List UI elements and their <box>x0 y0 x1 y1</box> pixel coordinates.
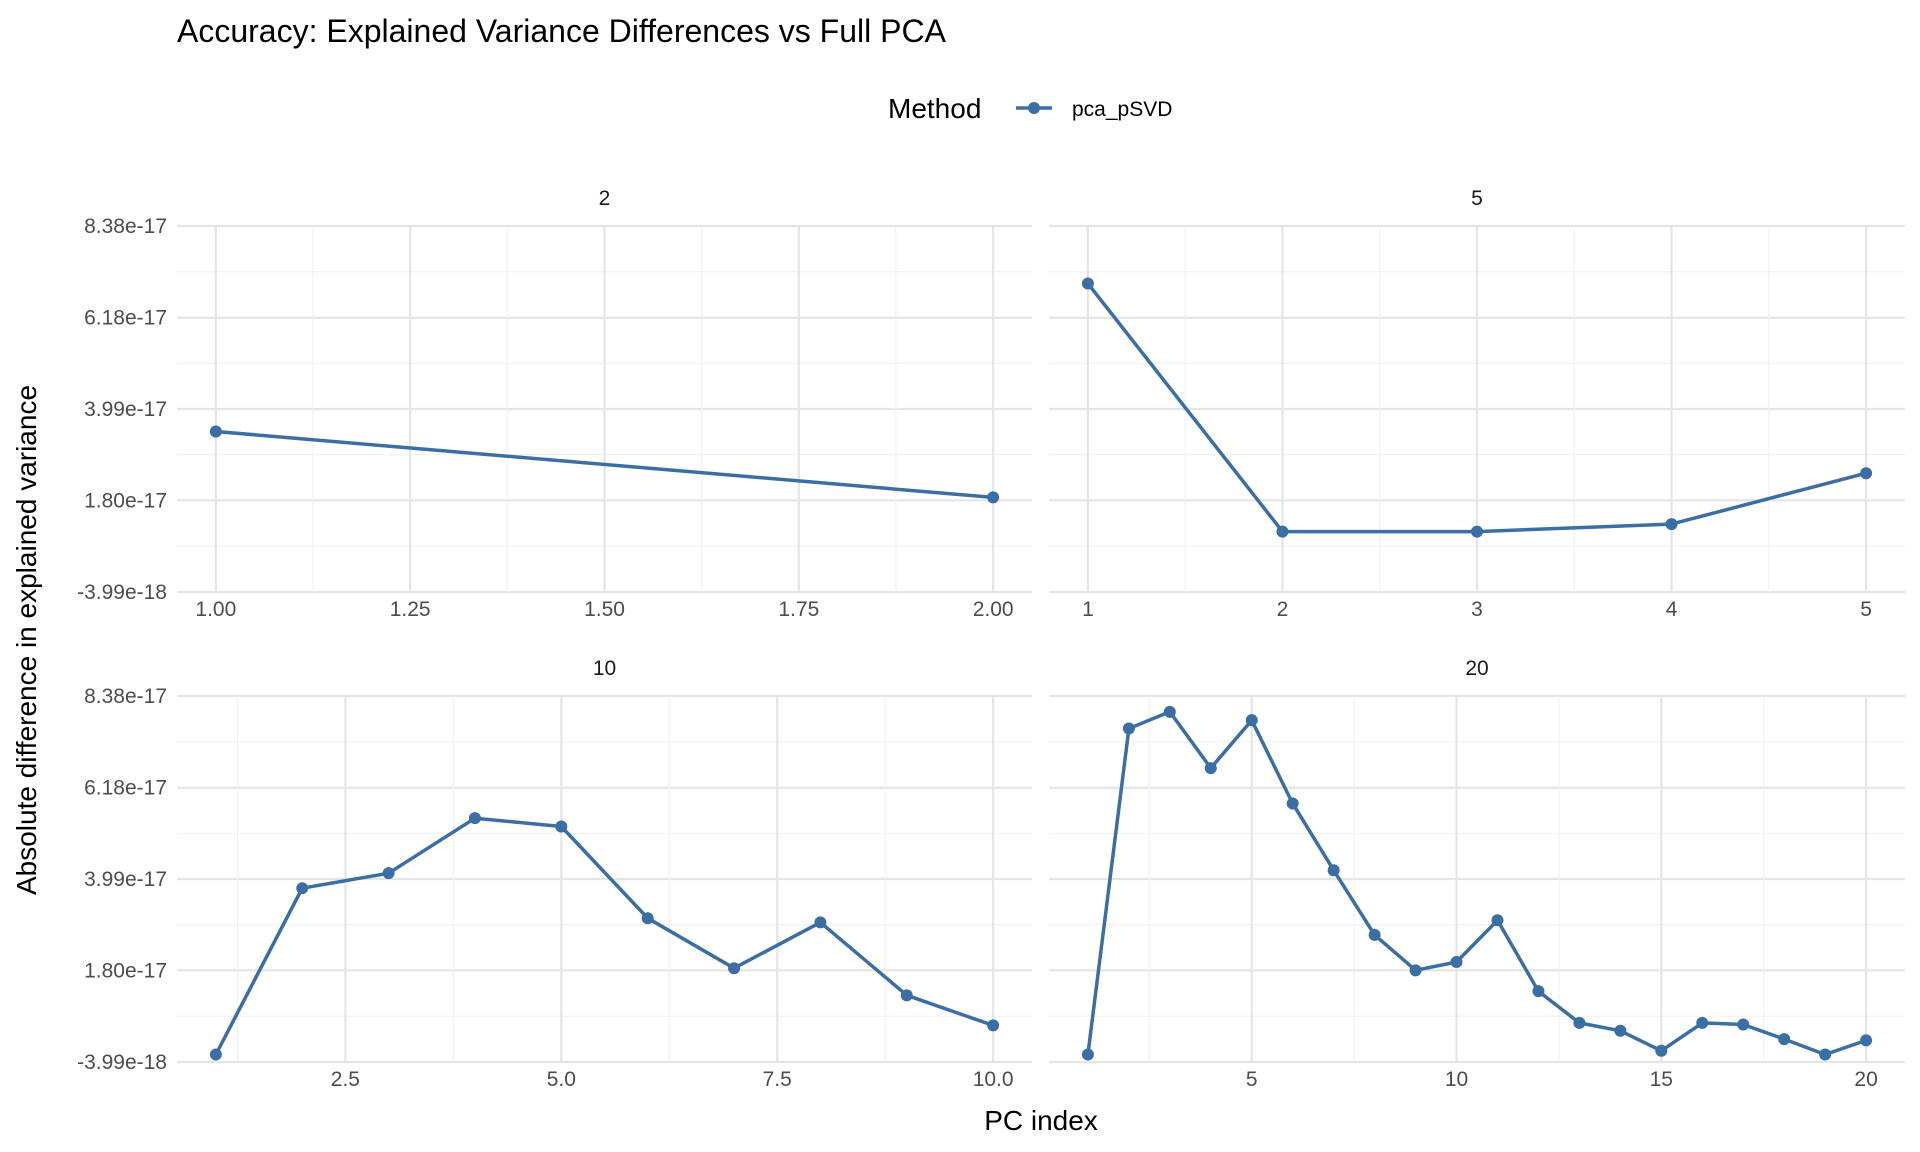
x-tick-label: 2.5 <box>331 1068 360 1091</box>
facet-panel-10: 10 8.38e-17 6.18e-17 3.99e-17 1.80e-17 -3.99e… <box>77 657 1032 1091</box>
legend-entry-pca-psvd: pca_pSVD <box>1072 98 1172 121</box>
data-point <box>728 962 741 975</box>
facet-panel-5: 5 1 2 3 4 5 <box>1049 187 1905 621</box>
data-point <box>382 867 395 880</box>
data-point <box>1327 864 1340 877</box>
facet-panel-20: 20 5 10 15 20 <box>1049 657 1905 1091</box>
data-point <box>814 916 827 929</box>
series-line-pca-psvd <box>214 816 994 1056</box>
x-tick-label: 5 <box>1246 1068 1258 1091</box>
x-tick-label: 15 <box>1650 1068 1673 1091</box>
series-line-pca-psvd <box>1086 710 1867 1057</box>
x-tick-label: 1.00 <box>195 598 236 621</box>
data-point <box>1122 722 1135 735</box>
y-tick-label: 1.80e-17 <box>84 489 167 512</box>
facet-strip-label: 10 <box>593 657 616 680</box>
data-point <box>1860 467 1873 480</box>
y-tick-label: -3.99e-18 <box>77 1051 167 1074</box>
y-tick-label: 3.99e-17 <box>84 398 167 421</box>
data-point <box>1471 525 1483 538</box>
y-tick-label: 8.38e-17 <box>84 215 167 238</box>
x-tick-label: 1.75 <box>778 598 819 621</box>
data-point <box>1819 1048 1832 1061</box>
legend-key-point <box>1028 102 1040 114</box>
data-point <box>1276 525 1289 538</box>
facet-panels: 2 8.38e-17 6.18e-17 3.99e-17 1.80e-17 -3.99e-… <box>77 187 1905 1091</box>
data-point <box>1860 1034 1873 1047</box>
data-point <box>1409 964 1422 977</box>
facet-strip-label: 5 <box>1471 187 1483 210</box>
x-tick-label: 5.0 <box>547 1068 576 1091</box>
data-point <box>1665 518 1678 531</box>
data-point <box>641 912 654 925</box>
y-tick-label: 3.99e-17 <box>84 868 167 891</box>
data-point <box>1286 797 1299 810</box>
x-tick-label: 3 <box>1471 598 1483 621</box>
data-point <box>1245 714 1258 727</box>
x-tick-label: 1.50 <box>584 598 625 621</box>
data-point <box>1573 1016 1586 1029</box>
data-point <box>1737 1018 1750 1031</box>
data-point <box>555 820 568 833</box>
x-axis-title: PC index <box>984 1105 1098 1136</box>
series-line-pca-psvd <box>215 429 994 500</box>
data-point <box>1532 985 1545 998</box>
x-tick-label: 1 <box>1082 598 1094 621</box>
x-tick-label: 5 <box>1860 598 1872 621</box>
data-point <box>209 1048 222 1061</box>
x-tick-label: 20 <box>1854 1068 1877 1091</box>
legend-title: Method <box>888 93 981 124</box>
data-point <box>1163 705 1176 718</box>
facet-panel-2: 2 8.38e-17 6.18e-17 3.99e-17 1.80e-17 -3.99e-… <box>77 187 1032 621</box>
data-point <box>1450 955 1463 968</box>
x-tick-label: 2.00 <box>973 598 1014 621</box>
y-tick-label: 6.18e-17 <box>84 307 167 330</box>
facet-strip-label: 2 <box>599 187 611 210</box>
chart-title: Accuracy: Explained Variance Differences… <box>177 13 947 49</box>
data-point <box>1204 762 1217 775</box>
data-point <box>1655 1044 1668 1057</box>
x-tick-label: 7.5 <box>763 1068 792 1091</box>
legend: Method pca_pSVD <box>888 93 1172 124</box>
y-tick-label: 1.80e-17 <box>84 959 167 982</box>
y-axis-title: Absolute difference in explained varianc… <box>11 385 42 895</box>
data-point <box>987 491 1000 504</box>
data-point <box>1081 1048 1094 1061</box>
y-tick-label: 8.38e-17 <box>84 685 167 708</box>
x-tick-label: 10 <box>1445 1068 1468 1091</box>
data-point <box>900 989 913 1002</box>
data-point <box>209 425 222 438</box>
data-point <box>1081 277 1094 290</box>
data-point <box>1368 928 1381 941</box>
x-tick-label: 10.0 <box>973 1068 1014 1091</box>
data-point <box>468 812 481 825</box>
data-point <box>1778 1033 1791 1046</box>
x-tick-label: 4 <box>1666 598 1678 621</box>
data-point <box>296 882 309 895</box>
data-point <box>1696 1016 1709 1029</box>
x-tick-label: 1.25 <box>390 598 431 621</box>
x-tick-label: 2 <box>1277 598 1289 621</box>
y-tick-label: 6.18e-17 <box>84 777 167 800</box>
data-point <box>987 1019 1000 1032</box>
y-tick-label: -3.99e-18 <box>77 581 167 604</box>
facet-strip-label: 20 <box>1465 657 1488 680</box>
data-point <box>1614 1024 1627 1037</box>
data-point <box>1491 914 1504 927</box>
